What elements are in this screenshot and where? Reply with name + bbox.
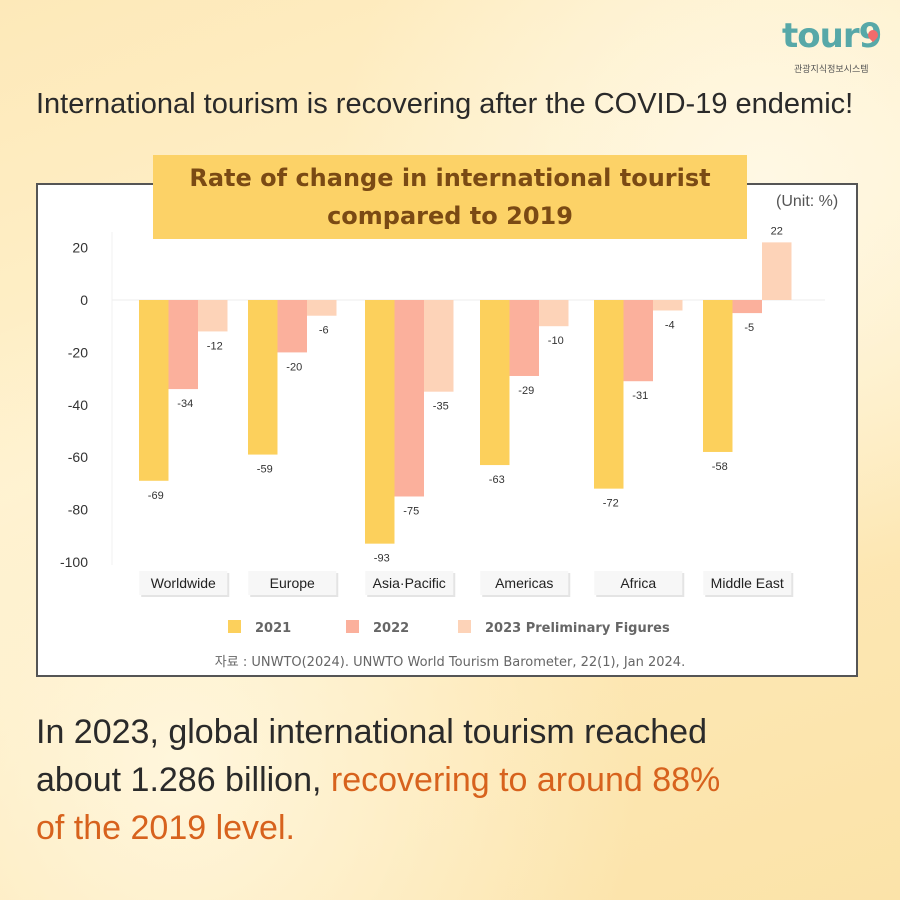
chart-title-line-2: compared to 2019 [327, 202, 573, 230]
y-tick-label: -20 [68, 344, 88, 360]
category-label-box [594, 571, 683, 595]
bar-2023-asia-pacific [424, 300, 454, 392]
x-tick-label: Americas [495, 575, 553, 591]
data-label: -10 [548, 335, 564, 347]
bar-2021-worldwide [139, 300, 169, 481]
bar-2022-europe [277, 300, 307, 353]
data-label: -4 [665, 319, 675, 331]
data-label: -20 [286, 361, 302, 373]
bar-2022-middle-east [732, 300, 762, 314]
data-label: -6 [319, 325, 329, 337]
y-tick-label: -100 [60, 554, 88, 570]
x-tick-label: Middle East [711, 575, 784, 591]
legend-label: 2021 [255, 621, 291, 636]
chart-title-band: Rate of change in international tourist … [153, 155, 747, 239]
unit-label: (Unit: %) [776, 193, 839, 210]
x-tick-label: Europe [270, 575, 315, 591]
y-tick-label: -60 [68, 449, 88, 465]
legend-label: 2023 Preliminary Figures [485, 621, 670, 636]
data-label: -29 [518, 385, 534, 397]
bar-2023-europe [307, 300, 337, 316]
data-label: -63 [489, 474, 505, 486]
category-label-box [248, 571, 337, 595]
bar-2021-americas [480, 300, 510, 466]
data-label: -59 [257, 464, 273, 476]
bar-2021-europe [248, 300, 278, 455]
summary-line-2-accent: recovering to around 88% [330, 761, 721, 799]
summary-line-3: of the 2019 level. [36, 809, 295, 847]
y-tick-label: -80 [68, 502, 88, 518]
data-label: -72 [603, 498, 619, 510]
y-tick-label: 20 [72, 240, 88, 256]
category-label-box [139, 571, 228, 595]
data-label: -12 [207, 340, 223, 352]
bar-2023-middle-east [762, 242, 792, 300]
summary-line-2-plain: about 1.286 billion, [36, 761, 331, 799]
bar-2023-africa [653, 300, 683, 311]
bar-2021-africa [594, 300, 624, 489]
bar-2023-worldwide [198, 300, 228, 332]
y-tick-label: 0 [80, 292, 88, 308]
legend-swatch [346, 620, 359, 633]
data-label: -35 [433, 401, 449, 413]
summary-line-2: about 1.286 billion, recovering to aroun… [36, 756, 720, 804]
legend-swatch [228, 620, 241, 633]
bar-2021-asia-pacific [365, 300, 395, 544]
bar-2022-asia-pacific [394, 300, 424, 497]
data-label: -5 [744, 322, 754, 334]
category-label-box [480, 571, 569, 595]
summary-text: In 2023, global international tourism re… [36, 708, 720, 852]
data-label: -93 [374, 553, 390, 565]
category-label-box [365, 571, 454, 595]
x-tick-label: Asia·Pacific [373, 575, 446, 591]
source-citation: 자료 : UNWTO(2024). UNWTO World Tourism Ba… [214, 655, 686, 670]
chart-title-line-1: Rate of change in international tourist [189, 164, 711, 192]
bar-2023-americas [539, 300, 569, 327]
bar-2021-middle-east [703, 300, 733, 452]
data-label: -34 [177, 398, 193, 410]
category-label-box [703, 571, 792, 595]
logo-subtitle: 관광지식정보시스템 [794, 65, 869, 75]
data-label: -31 [632, 390, 648, 402]
data-label: -58 [712, 461, 728, 473]
headline: International tourism is recovering afte… [36, 88, 854, 120]
summary-line-1: In 2023, global international tourism re… [36, 713, 707, 751]
legend-label: 2022 [373, 621, 409, 636]
legend-swatch [458, 620, 471, 633]
bar-2022-americas [509, 300, 539, 376]
x-tick-label: Africa [620, 575, 656, 591]
bar-2022-worldwide [168, 300, 198, 390]
logo-wordmark: tour9 [782, 16, 882, 56]
bar-2022-africa [623, 300, 653, 382]
x-tick-label: Worldwide [151, 575, 216, 591]
y-tick-label: -40 [68, 397, 88, 413]
data-label: -69 [148, 490, 164, 502]
data-label: 22 [771, 225, 783, 237]
data-label: -75 [403, 506, 419, 518]
tourgo-logo: tour9 관광지식정보시스템 [782, 16, 882, 76]
